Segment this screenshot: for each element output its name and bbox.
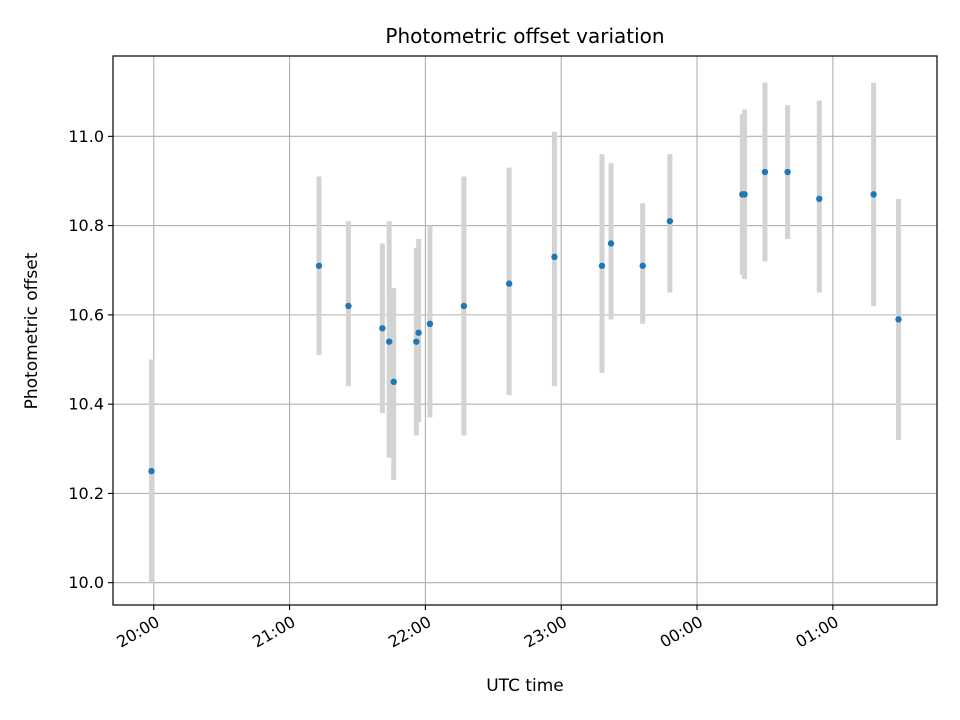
data-point: [315, 262, 323, 269]
data-point: [426, 320, 434, 328]
data-point: [666, 217, 674, 225]
y-tick-label: 10.6: [68, 305, 104, 324]
data-point: [607, 240, 615, 247]
data-point: [148, 467, 155, 475]
data-point: [413, 338, 420, 345]
data-point: [460, 302, 468, 310]
plot-frame: [112, 55, 938, 606]
y-tick-label: 10.8: [68, 216, 104, 235]
data-point: [784, 168, 791, 176]
data-point: [598, 262, 606, 269]
y-tick-label: 11.0: [68, 127, 104, 146]
point-layer: [148, 168, 902, 475]
data-point: [379, 325, 386, 332]
data-point: [639, 262, 646, 269]
x-axis-label: UTC time: [486, 676, 564, 696]
data-point: [816, 195, 823, 203]
data-point: [390, 378, 397, 386]
data-point: [385, 338, 393, 345]
chart-title: Photometric offset variation: [385, 24, 664, 48]
y-axis-ticks: 10.0 10.2 10.4 10.6 10.8 11.0: [68, 127, 113, 592]
data-point: [761, 168, 769, 176]
data-point: [870, 191, 877, 198]
grid-layer: [113, 56, 937, 605]
y-tick-label: 10.4: [68, 395, 104, 414]
data-point: [345, 302, 352, 310]
y-tick-label: 10.2: [68, 484, 104, 503]
data-point: [895, 316, 902, 323]
data-point: [415, 329, 422, 336]
data-point: [505, 280, 513, 287]
y-axis-label: Photometric offset: [22, 252, 42, 409]
y-tick-label: 10.0: [68, 573, 104, 592]
data-point: [741, 191, 748, 198]
data-point: [551, 253, 558, 261]
